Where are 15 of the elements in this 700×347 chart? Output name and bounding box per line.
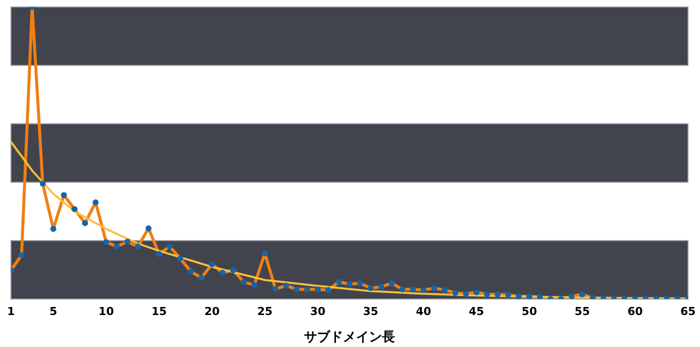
x-tick-label: 20 xyxy=(204,304,220,318)
x-tick-label: 10 xyxy=(98,304,114,318)
x-tick-label: 15 xyxy=(151,304,167,318)
x-tick-label: 40 xyxy=(416,304,432,318)
x-tick-label: 65 xyxy=(680,304,696,318)
x-tick-label: 30 xyxy=(310,304,326,318)
x-tick-label: 5 xyxy=(49,304,58,318)
x-tick-label: 55 xyxy=(574,304,590,318)
x-axis-title: サブドメイン長 xyxy=(304,329,395,345)
x-tick-label: 60 xyxy=(627,304,644,318)
x-tick-label: 35 xyxy=(363,304,378,318)
x-tick-label: 45 xyxy=(468,304,484,318)
x-tick-label: 50 xyxy=(522,304,538,318)
x-tick-label: 25 xyxy=(257,304,273,318)
x-tick-label: 1 xyxy=(7,304,15,318)
